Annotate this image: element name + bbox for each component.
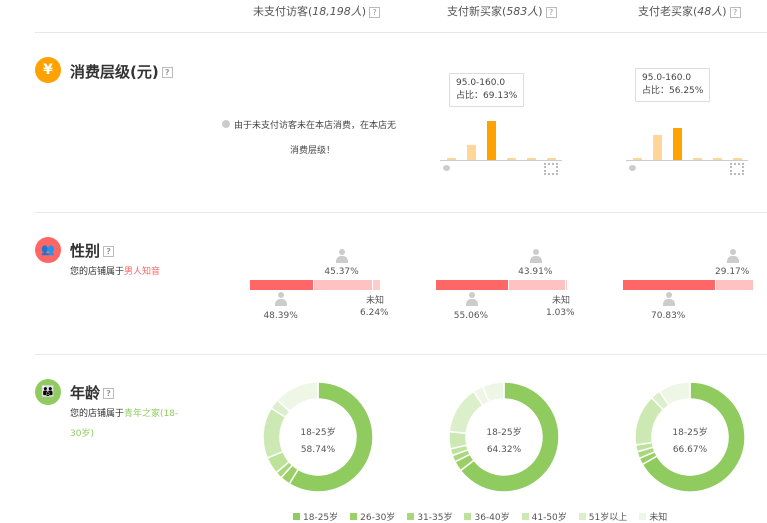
bar[interactable] [487,121,496,160]
bar-axis [626,160,748,161]
help-icon[interactable]: ? [369,7,380,18]
no-data-note-2: 消费层级！ [290,143,335,156]
help-icon[interactable]: ? [730,7,741,18]
family-icon: 👪 [35,379,61,405]
coin-icon [629,165,636,171]
bar-axis [440,160,562,161]
donut-slice[interactable] [449,432,467,449]
bar[interactable] [653,135,662,160]
female-percent: 43.91% [518,267,552,277]
female-icon [530,249,542,263]
bar[interactable] [733,158,742,160]
donut-center-value: 58.74% [294,445,342,455]
column-header: 支付老买家(48人)? [638,3,741,19]
bar[interactable] [633,158,642,160]
info-icon [222,120,230,128]
section-title-age: 年龄? [70,382,114,403]
unknown-bar[interactable] [373,280,380,290]
male-bar[interactable] [623,280,715,290]
female-percent: 45.37% [324,267,358,277]
donut-center-label: 18-25岁 [480,425,528,438]
column-header: 未支付访客(18,198人)? [253,3,380,19]
coins-stack-icon [730,163,744,175]
age-summary: 您的店铺属于青年之家(18-30岁) [70,404,188,444]
female-icon [336,249,348,263]
bar[interactable] [547,158,556,160]
divider [35,32,767,33]
help-icon[interactable]: ? [103,388,114,399]
donut-center-label: 18-25岁 [666,425,714,438]
section-title-consumption: 消费层级(元)? [70,61,173,82]
bar[interactable] [673,128,682,160]
male-icon [663,292,675,306]
female-icon [727,249,739,263]
bar[interactable] [447,158,456,160]
female-bar[interactable] [716,280,753,290]
unknown-percent: 1.03% [546,308,575,318]
unknown-label: 未知 [552,293,570,306]
coin-icon [443,165,450,171]
male-percent: 70.83% [651,311,685,321]
donut-center-value: 66.67% [666,445,714,455]
yen-icon: ¥ [35,57,61,83]
users-icon: 👥 [35,237,61,263]
donut-center-value: 64.32% [480,445,528,455]
donut-center-label: 18-25岁 [294,425,342,438]
female-percent: 29.17% [715,267,749,277]
section-title-gender: 性别? [70,240,114,261]
help-icon[interactable]: ? [103,246,114,257]
coins-stack-icon [544,163,558,175]
unknown-label: 未知 [366,293,384,306]
female-bar[interactable] [314,280,372,290]
female-bar[interactable] [509,280,565,290]
bar[interactable] [693,158,702,160]
male-percent: 55.06% [454,311,488,321]
column-header: 支付新买家(583人)? [447,3,557,19]
no-data-note: 由于未支付访客未在本店消费，在本店无 [222,118,396,131]
bar[interactable] [713,158,722,160]
male-icon [466,292,478,306]
male-percent: 48.39% [263,311,297,321]
male-bar[interactable] [436,280,508,290]
unknown-percent: 6.24% [360,308,389,318]
help-icon[interactable]: ? [162,67,173,78]
bar[interactable] [507,158,516,160]
bar[interactable] [527,158,536,160]
help-icon[interactable]: ? [546,7,557,18]
gender-summary: 您的店铺属于男人知音 [70,262,190,282]
male-bar[interactable] [250,280,313,290]
bar[interactable] [467,145,476,160]
male-icon [275,292,287,306]
